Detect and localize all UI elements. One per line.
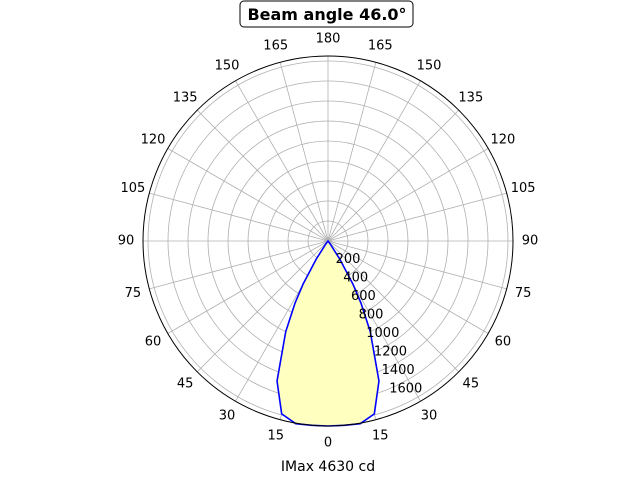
title-box [239, 0, 414, 28]
grid-spoke [327, 109, 460, 242]
radial-tick-label: 1400 [382, 363, 415, 378]
radial-tick-labels: 200 400 600 800 1000 1200 1400 1600 [336, 252, 423, 396]
grid-spoke [279, 62, 329, 242]
grid-spoke [167, 240, 329, 334]
angle-tick-label: 15 [267, 429, 284, 444]
grid-spoke [196, 109, 329, 242]
grid-spoke [235, 80, 329, 242]
grid-spoke [327, 240, 489, 334]
angle-tick-label: 30 [219, 408, 236, 423]
grid-spoke [149, 192, 329, 242]
grid-spoke [327, 240, 507, 290]
angle-tick-label: 75 [515, 286, 532, 301]
angle-tick-label: 90 [118, 234, 135, 249]
angle-tick-label: 165 [263, 38, 288, 53]
angle-tick-label: 105 [120, 181, 145, 196]
radial-tick-label: 1000 [366, 326, 399, 341]
radial-tick-label: 400 [343, 270, 368, 285]
angle-tick-label: 135 [458, 91, 483, 106]
angle-tick-label: 0 [324, 436, 332, 451]
angle-tick-label: 60 [495, 335, 512, 350]
radial-tick-label: 800 [359, 307, 384, 322]
grid-spoke [167, 148, 329, 242]
angle-tick-label: 15 [372, 429, 389, 444]
angle-tick-labels: 0 15 30 45 60 75 90 105 120 135 150 165 180 165 150 135… [118, 32, 539, 451]
angle-tick-label: 45 [177, 376, 194, 391]
polar-frame [142, 55, 514, 427]
radial-tick-label: 200 [336, 252, 361, 267]
series-fill [277, 241, 379, 426]
angle-tick-label: 150 [215, 59, 240, 74]
angle-tick-label: 150 [417, 59, 442, 74]
grid-spoke [149, 240, 329, 290]
angle-tick-label: 120 [491, 133, 516, 148]
data-layer [276, 240, 380, 427]
radial-tick-label: 1200 [374, 344, 407, 359]
grid-spoke [196, 240, 329, 373]
title-text: Beam angle 46.0° [247, 5, 406, 24]
chart-title: Beam angle 46.0° [239, 0, 414, 28]
angle-tick-label: 135 [173, 91, 198, 106]
angle-tick-label: 180 [316, 32, 341, 47]
angle-tick-label: 105 [511, 181, 536, 196]
angle-tick-label: 165 [368, 38, 393, 53]
grid-spoke [327, 62, 377, 242]
angle-tick-label: 90 [522, 234, 539, 249]
grid-spoke [327, 192, 507, 242]
angle-tick-label: 75 [125, 286, 142, 301]
angle-tick-label: 45 [463, 376, 480, 391]
grid-spoke [327, 148, 489, 242]
radial-tick-label: 1600 [389, 381, 422, 396]
grid-spoke [327, 80, 421, 242]
grid-spoke [327, 240, 460, 373]
x-axis-label: IMax 4630 cd [281, 459, 375, 475]
angle-tick-label: 60 [145, 335, 162, 350]
angle-tick-label: 120 [141, 133, 166, 148]
angle-tick-label: 30 [421, 408, 438, 423]
radial-tick-label: 600 [351, 289, 376, 304]
